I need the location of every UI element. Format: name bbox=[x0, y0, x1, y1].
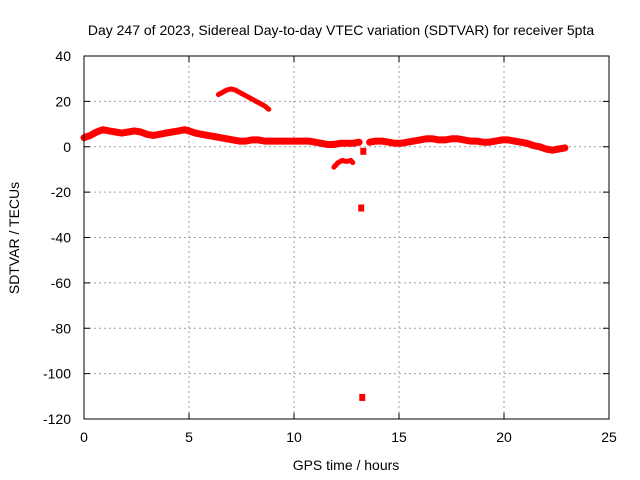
y-tick-label: -20 bbox=[51, 184, 71, 200]
x-tick-label: 20 bbox=[496, 429, 512, 445]
y-tick-label: 20 bbox=[55, 93, 71, 109]
data-point bbox=[359, 393, 366, 401]
chart-title: Day 247 of 2023, Sidereal Day-to-day VTE… bbox=[88, 22, 595, 38]
series-upper-arc bbox=[215, 86, 272, 112]
axes: 0 5 10 15 20 25 40 20 0 -20 -40 -60 -80 -100 -120 bbox=[43, 48, 617, 445]
data-point bbox=[360, 147, 367, 155]
data-point bbox=[358, 204, 365, 212]
y-tick-label: -60 bbox=[51, 275, 71, 291]
series-main-band bbox=[80, 126, 363, 148]
y-axis-label: SDTVAR / TECUs bbox=[6, 182, 22, 294]
y-tick-label: -40 bbox=[51, 230, 71, 246]
x-tick-label: 10 bbox=[286, 429, 302, 445]
x-tick-label: 25 bbox=[601, 429, 617, 445]
x-tick-label: 5 bbox=[185, 429, 193, 445]
series-main-band-right bbox=[366, 135, 569, 154]
y-tick-label: -80 bbox=[51, 320, 71, 336]
x-tick-label: 15 bbox=[391, 429, 407, 445]
grid bbox=[84, 56, 609, 419]
x-axis-label: GPS time / hours bbox=[293, 457, 400, 473]
plot-frame bbox=[83, 55, 610, 420]
x-tick-label: 0 bbox=[80, 429, 88, 445]
y-tick-label: 0 bbox=[63, 139, 71, 155]
series-dip-cluster bbox=[331, 157, 356, 170]
y-tick-label: -120 bbox=[43, 411, 71, 427]
y-tick-label: 40 bbox=[55, 48, 71, 64]
y-tick-label: -100 bbox=[43, 366, 71, 382]
data-points bbox=[358, 147, 367, 401]
data-traces bbox=[80, 86, 569, 170]
